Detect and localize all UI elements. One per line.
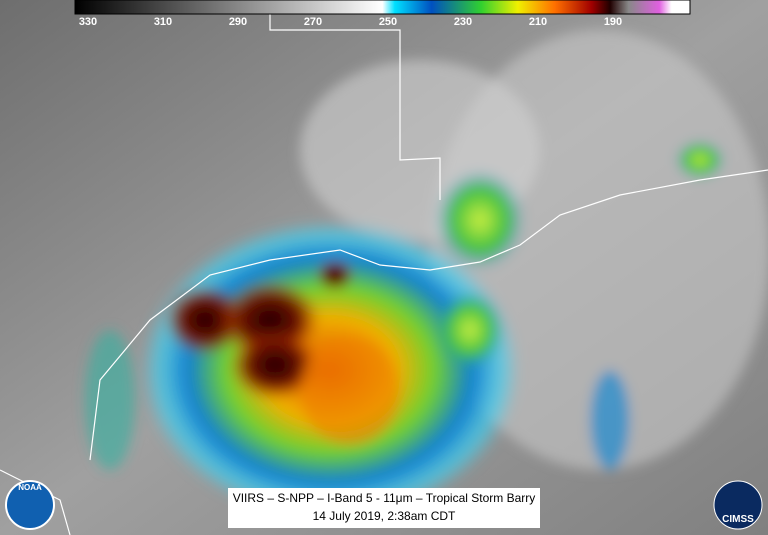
colorbar-tick-label: 210: [529, 16, 547, 28]
noaa-text: NOAA: [18, 483, 42, 492]
noaa-logo: [5, 480, 55, 530]
colorbar-tick-label: 290: [229, 16, 247, 28]
colorbar: [74, 0, 691, 15]
cimss-text: CIMSS: [722, 514, 754, 525]
caption-box: [228, 488, 540, 528]
colorbar-tick-label: 270: [304, 16, 322, 28]
colorbar-tick-label: 250: [379, 16, 397, 28]
caption-date: 14 July 2019, 2:38am CDT: [313, 509, 456, 523]
cimss-logo: [713, 480, 763, 530]
colorbar-labels: 330 310 290 270 250 230 210 190: [79, 16, 622, 28]
colorbar-tick-label: 330: [79, 16, 97, 28]
colorbar-tick-label: 190: [604, 16, 622, 28]
clouds: [85, 30, 768, 520]
colorbar-tick-label: 230: [454, 16, 472, 28]
colorbar-tick-label: 310: [154, 16, 172, 28]
caption-title: VIIRS – S-NPP – I-Band 5 - 11μm – Tropic…: [233, 491, 536, 505]
